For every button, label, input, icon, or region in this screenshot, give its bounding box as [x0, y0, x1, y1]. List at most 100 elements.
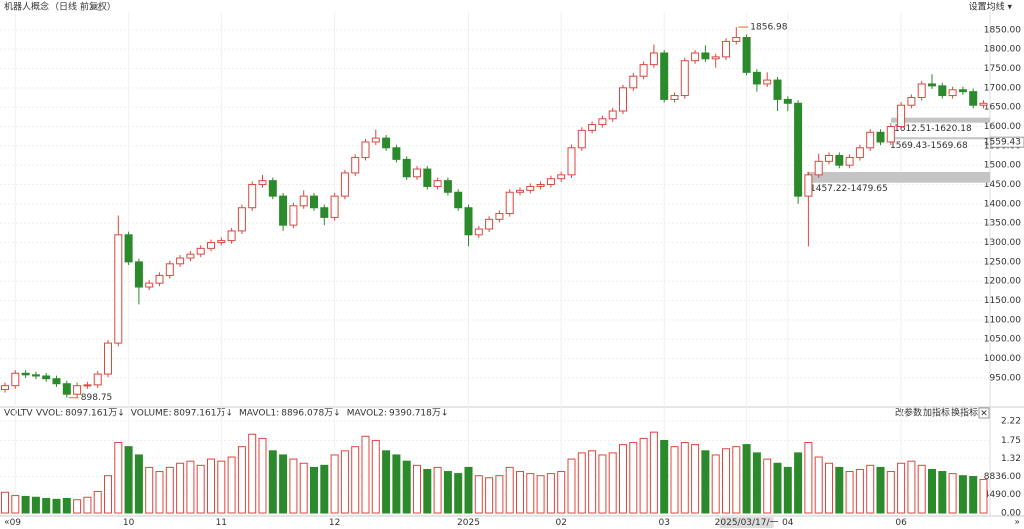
- volume-tick-label: 4490.00: [984, 490, 1021, 500]
- volume-bar: [917, 464, 926, 514]
- candle-body: [279, 195, 288, 226]
- volume-bar: [763, 458, 772, 514]
- legend-name: VOLUME:: [131, 409, 172, 419]
- volume-bar: [423, 468, 432, 514]
- volume-bar: [289, 458, 298, 514]
- candle-body: [598, 118, 607, 126]
- price-zone: [887, 137, 990, 140]
- candle-body: [485, 218, 494, 230]
- y-tick-label: 1450.00: [984, 180, 1021, 190]
- annotation-label: 898.75: [81, 393, 113, 403]
- price-marker-box: [990, 136, 1024, 148]
- candle-body: [31, 374, 40, 377]
- price-zone: [891, 117, 990, 123]
- candle-body: [546, 178, 555, 186]
- x-tick-label: 02: [555, 518, 566, 528]
- candle-body: [423, 168, 432, 187]
- y-tick-label: 1800.00: [984, 45, 1021, 55]
- y-tick-label: 1500.00: [984, 161, 1021, 171]
- y-tick-label: 1050.00: [984, 335, 1021, 345]
- candle-body: [505, 191, 514, 215]
- y-tick-label: 950.00: [990, 373, 1022, 383]
- candle-body: [114, 234, 123, 344]
- legend-value: 9390.718万↓: [389, 409, 449, 419]
- candle-body: [73, 385, 82, 395]
- chart-title: 机器人概念: [4, 1, 49, 13]
- y-tick-label: 1000.00: [984, 354, 1021, 364]
- volume-bar: [948, 473, 957, 514]
- candle-body: [320, 207, 329, 218]
- y-tick-label: 1200.00: [984, 277, 1021, 287]
- volume-bar: [392, 454, 401, 514]
- candle-body: [207, 242, 215, 249]
- volume-bar: [814, 456, 823, 514]
- toolbar-item[interactable]: 换指标: [951, 407, 978, 419]
- candle-body: [165, 263, 174, 276]
- y-tick-label: 1250.00: [984, 257, 1021, 267]
- candle-body: [104, 342, 112, 375]
- candle-body: [722, 40, 730, 58]
- candle-body: [804, 174, 813, 197]
- candle-body: [855, 147, 864, 158]
- volume-bar: [145, 466, 154, 514]
- close-button[interactable]: ✕: [980, 409, 988, 419]
- volume-bar: [155, 471, 164, 514]
- volume-bar: [639, 437, 648, 514]
- volume-bar: [619, 444, 627, 514]
- volume-bar: [886, 471, 895, 514]
- volume-bar: [835, 466, 844, 514]
- volume-bar: [104, 475, 112, 514]
- volume-bar: [402, 460, 411, 514]
- legend-value: 8097.161万↓: [174, 409, 234, 419]
- candle-body: [134, 261, 143, 288]
- volume-bar: [660, 439, 669, 514]
- annotation-label: 1856.98: [750, 23, 787, 33]
- candle-body: [567, 147, 576, 176]
- ma-button[interactable]: 设置均线 ▾: [969, 1, 1013, 13]
- nav-right[interactable]: »: [1014, 518, 1020, 528]
- volume-bar: [31, 496, 40, 514]
- candle-body: [227, 230, 236, 242]
- candle-body: [433, 180, 442, 187]
- x-tick-label: 03: [658, 518, 669, 528]
- nav-left[interactable]: «: [4, 518, 10, 528]
- volume-bar: [351, 446, 360, 514]
- volume-bar: [670, 446, 679, 514]
- settings-icon[interactable]: [96, 3, 104, 11]
- y-tick-label: 1650.00: [984, 103, 1021, 113]
- volume-bar: [207, 458, 215, 514]
- volume-bar: [196, 464, 205, 514]
- candle-body: [495, 213, 504, 220]
- candle-body: [145, 282, 154, 288]
- candle-body: [289, 205, 298, 226]
- volume-bar: [691, 444, 700, 514]
- volume-bar: [320, 464, 329, 514]
- zone-label: 1569.43-1569.68: [890, 141, 968, 151]
- volume-bar: [1, 491, 9, 514]
- y-tick-label: 1300.00: [984, 238, 1021, 248]
- volume-bar: [526, 473, 535, 514]
- volume-tick-label: 2.22: [1001, 416, 1021, 426]
- toolbar-item[interactable]: 改参数: [895, 407, 922, 419]
- price-marker-label: 1559.43: [984, 138, 1021, 148]
- x-tick-label: 10: [123, 518, 135, 528]
- x-tick-label: 2025: [457, 518, 480, 528]
- volume-bar: [928, 468, 936, 514]
- candle-body: [979, 102, 988, 106]
- volume-bar: [62, 497, 71, 514]
- toolbar-item[interactable]: 加指标: [923, 407, 950, 419]
- volume-bar: [73, 499, 82, 514]
- volume-bar: [794, 452, 803, 514]
- volume-bar: [722, 448, 730, 514]
- volume-bar: [11, 495, 20, 514]
- volume-bar: [577, 452, 586, 514]
- volume-bar: [454, 473, 463, 514]
- volume-bar: [248, 433, 257, 514]
- candle-body: [464, 207, 473, 236]
- candle-body: [897, 104, 906, 127]
- volume-bar: [969, 476, 978, 514]
- close-box[interactable]: [978, 407, 990, 419]
- x-tick-label: 06: [895, 518, 907, 528]
- volume-bar: [474, 475, 483, 514]
- volume-bar: [567, 458, 576, 514]
